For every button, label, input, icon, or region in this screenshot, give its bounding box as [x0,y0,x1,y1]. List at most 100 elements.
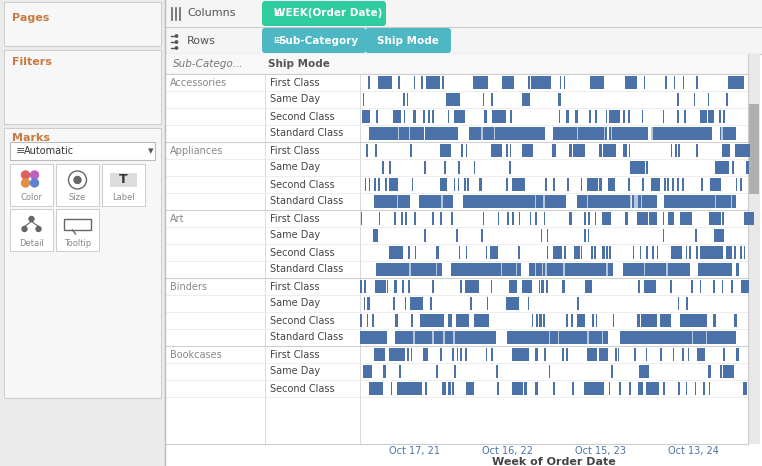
Bar [588,280,590,293]
Bar [636,195,638,208]
Bar [616,110,619,123]
Bar [587,348,597,361]
Bar [726,93,728,106]
Bar [4,50,161,124]
Bar [645,348,647,361]
Bar [481,127,483,140]
Bar [373,195,409,208]
Bar [456,348,457,361]
Bar [523,178,525,191]
Bar [646,161,648,174]
Bar [596,178,598,191]
Bar [375,348,382,361]
Bar [475,314,489,327]
Bar [617,110,620,123]
Bar [448,110,450,123]
Text: Automatic: Automatic [24,146,74,156]
Bar [363,93,364,106]
Bar [696,144,698,157]
Bar [423,110,424,123]
Bar [626,212,628,225]
Bar [722,212,724,225]
Bar [436,246,439,259]
Bar [541,229,542,242]
Bar [736,348,738,361]
Circle shape [175,41,178,43]
Bar [687,348,690,361]
Text: Bookcases: Bookcases [170,350,222,359]
Text: Sub-Catego...: Sub-Catego... [173,59,244,69]
Bar [389,161,390,174]
Bar [507,178,508,191]
Bar [684,110,686,123]
Bar [623,110,625,123]
Bar [535,195,536,208]
Bar [376,263,442,276]
Bar [481,229,483,242]
Bar [623,144,624,157]
Bar [559,110,560,123]
Bar [740,263,741,276]
Bar [544,348,546,361]
Bar [562,348,564,361]
Text: Filters: Filters [12,57,52,67]
Bar [360,280,363,293]
Bar [663,229,664,242]
Text: Oct 13, 24: Oct 13, 24 [668,446,719,456]
Bar [694,93,695,106]
Bar [412,178,414,191]
Bar [447,314,449,327]
Text: Accessories: Accessories [170,77,227,88]
Bar [375,144,377,157]
Bar [602,382,604,395]
Bar [572,144,585,157]
Bar [410,382,421,395]
Bar [585,280,593,293]
Text: Oct 16, 22: Oct 16, 22 [482,446,533,456]
Bar [466,246,467,259]
Text: First Class: First Class [270,281,319,292]
Bar [458,161,459,174]
Bar [479,178,482,191]
Text: Ship Mode: Ship Mode [268,59,330,69]
Bar [536,314,538,327]
Bar [522,93,530,106]
Bar [677,93,680,106]
Bar [460,280,463,293]
Bar [437,76,440,89]
Bar [668,178,669,191]
Bar [714,229,725,242]
Bar [482,212,485,225]
Bar [399,365,401,378]
Bar [516,263,517,276]
Bar [630,161,645,174]
Bar [637,314,639,327]
Bar [470,297,472,310]
Bar [461,144,463,157]
Bar [473,76,475,89]
Bar [165,125,748,142]
Bar [523,263,524,276]
Bar [383,365,386,378]
Bar [507,331,608,344]
Bar [646,382,659,395]
Bar [369,178,370,191]
Bar [723,348,725,361]
Bar [485,246,488,259]
Bar [444,382,446,395]
Bar [709,382,710,395]
Bar [674,144,677,157]
Bar [4,2,161,46]
Bar [443,331,444,344]
Bar [506,178,508,191]
Bar [651,178,660,191]
Bar [552,144,555,157]
Text: First Class: First Class [270,350,319,359]
Bar [422,314,423,327]
Bar [652,246,654,259]
Bar [634,348,636,361]
Bar [56,209,99,251]
Bar [597,76,604,89]
Bar [512,348,527,361]
Bar [617,348,620,361]
